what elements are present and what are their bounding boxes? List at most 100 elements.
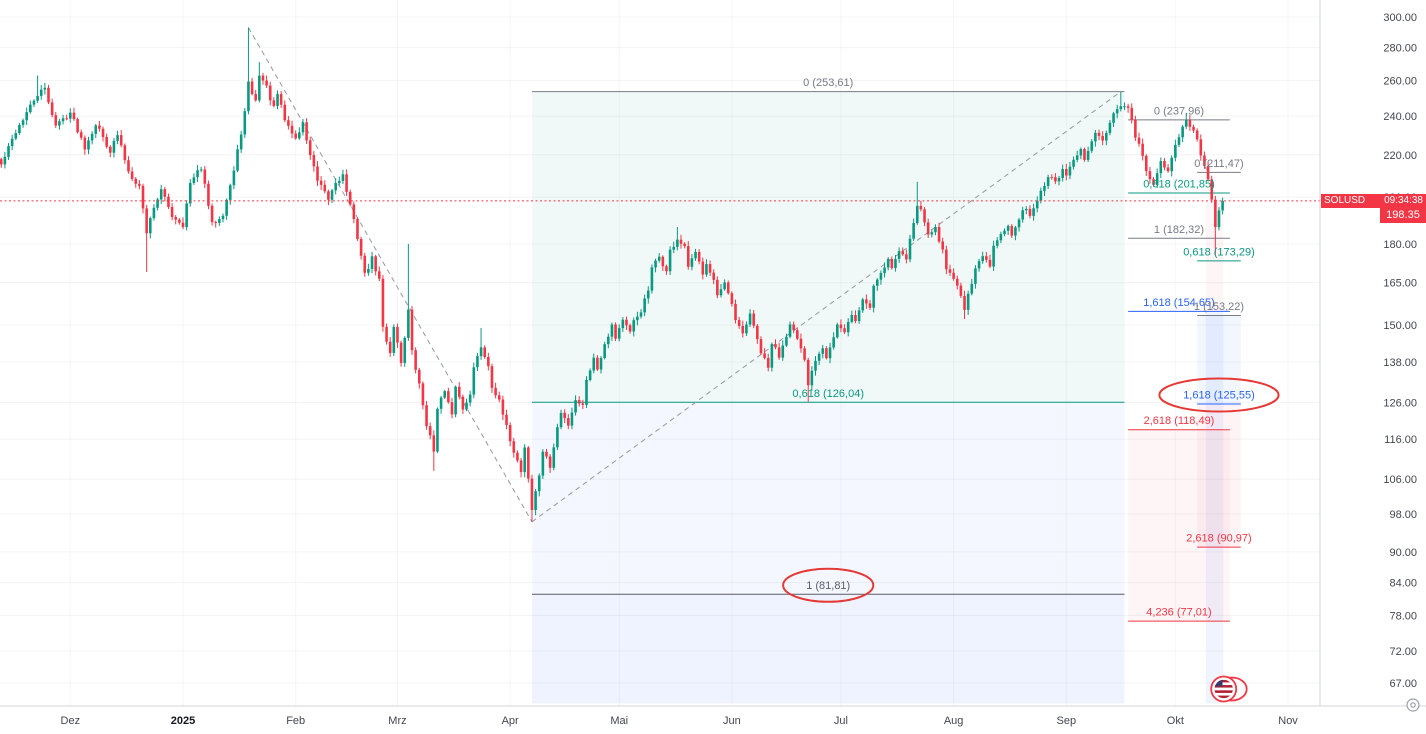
fib-level-label[interactable]: 1,618 (125,55) (1183, 389, 1255, 401)
time-tick-label: Okt (1167, 715, 1184, 727)
candle-body (734, 303, 737, 321)
fib-level-label[interactable]: 0,618 (201,85) (1143, 179, 1215, 191)
candle-body (178, 219, 181, 223)
candle-body (225, 199, 228, 216)
candle-body (1130, 107, 1134, 120)
candle-body (1206, 165, 1210, 180)
candle-body (305, 122, 308, 141)
candle-body (316, 166, 319, 181)
price-tick-label: 260.00 (1383, 76, 1417, 88)
candle-body (170, 206, 174, 217)
candle-body (654, 260, 657, 268)
candle-body (196, 170, 199, 178)
candle-body (806, 359, 810, 386)
fib-level-label[interactable]: 4,236 (77,01) (1146, 607, 1211, 619)
candle-body (1054, 177, 1057, 182)
candle-body (25, 112, 28, 121)
candle-body (450, 402, 454, 415)
candle-body (756, 325, 759, 340)
candle-body (403, 337, 407, 363)
candle-body (454, 386, 457, 415)
candle-body (159, 189, 163, 200)
candle-body (72, 112, 76, 120)
fib-level-label[interactable]: 0,618 (173,29) (1183, 246, 1255, 258)
candle-body (432, 435, 436, 452)
candle-body (32, 100, 36, 105)
fib-level-label[interactable]: 0 (253,61) (803, 77, 853, 89)
fib-level-label[interactable]: 2,618 (118,49) (1144, 415, 1215, 427)
candle-body (298, 132, 301, 139)
candle-body (1057, 177, 1061, 182)
candle-body (748, 313, 752, 325)
scale-settings-icon[interactable] (1406, 698, 1420, 712)
candle-body (774, 344, 777, 348)
candle-body (701, 261, 705, 275)
fib-level-label[interactable]: 2,618 (90,97) (1186, 533, 1251, 545)
candle-body (163, 189, 167, 197)
annotation-ellipse[interactable] (1158, 377, 1280, 413)
candle-body (828, 347, 832, 359)
flag-stripe (1214, 687, 1233, 691)
candle-body (1217, 210, 1221, 228)
candle-body (494, 387, 497, 396)
candle-body (1144, 155, 1148, 172)
fib-level-label[interactable]: 1 (182,32) (1154, 224, 1204, 236)
candle-body (1115, 109, 1119, 114)
us-flag-icon[interactable] (1214, 679, 1233, 699)
fib-level-label[interactable]: 0 (237,96) (1154, 105, 1204, 117)
candle-body (1166, 167, 1170, 172)
candle-body (901, 251, 905, 255)
last-price-badge: 198.35 (1380, 208, 1426, 223)
candle-body (76, 119, 79, 133)
candle-body (472, 367, 476, 395)
candle-body (821, 348, 825, 354)
candle-body (127, 160, 130, 172)
candle-body (363, 255, 367, 273)
time-axis[interactable] (0, 706, 1426, 734)
annotation-ellipse[interactable] (782, 567, 875, 603)
fib-level-label[interactable]: 0,618 (126,04) (792, 388, 864, 400)
candle-body (759, 339, 763, 354)
candle-body (636, 316, 639, 321)
candle-body (817, 353, 821, 361)
fib-level-label[interactable]: 1 (81,81) (806, 580, 850, 592)
candle-body (1159, 161, 1163, 174)
candle-body (567, 418, 570, 426)
candle-body (1065, 169, 1068, 176)
candle-body (279, 94, 283, 105)
candle-body (192, 177, 196, 183)
candle-body (879, 273, 883, 280)
candle-body (886, 258, 890, 268)
candle-body (294, 133, 297, 139)
candle-body (145, 208, 148, 234)
candle-body (385, 326, 388, 342)
fib-trendline[interactable] (531, 91, 1122, 523)
candle-body (926, 222, 930, 235)
candle-body (207, 183, 210, 206)
candle-body (836, 324, 839, 338)
candle-body (14, 133, 18, 139)
candle-body (617, 328, 621, 339)
candle-body (610, 324, 614, 337)
candle-body (218, 219, 221, 223)
fib-trendline[interactable] (247, 27, 533, 523)
flag-stripe (1214, 685, 1233, 688)
time-tick-label: Aug (944, 715, 964, 727)
fib-level-label[interactable]: 1 (153,22) (1194, 301, 1244, 313)
candle-body (999, 234, 1003, 241)
candle-body (79, 132, 83, 138)
candle-body (1155, 173, 1159, 185)
candle-body (945, 249, 948, 270)
candle-body (563, 412, 566, 419)
candle-body (283, 104, 287, 121)
candle-body (417, 369, 421, 384)
candle-body (258, 75, 261, 101)
candle-body (221, 215, 225, 220)
price-axis[interactable] (1320, 0, 1426, 734)
fib-level-label[interactable]: 1,618 (154,65) (1143, 297, 1215, 309)
fib-level-label[interactable]: 0 (211,47) (1194, 158, 1243, 170)
candle-body (334, 183, 337, 191)
time-tick-label: Mrz (388, 715, 406, 727)
